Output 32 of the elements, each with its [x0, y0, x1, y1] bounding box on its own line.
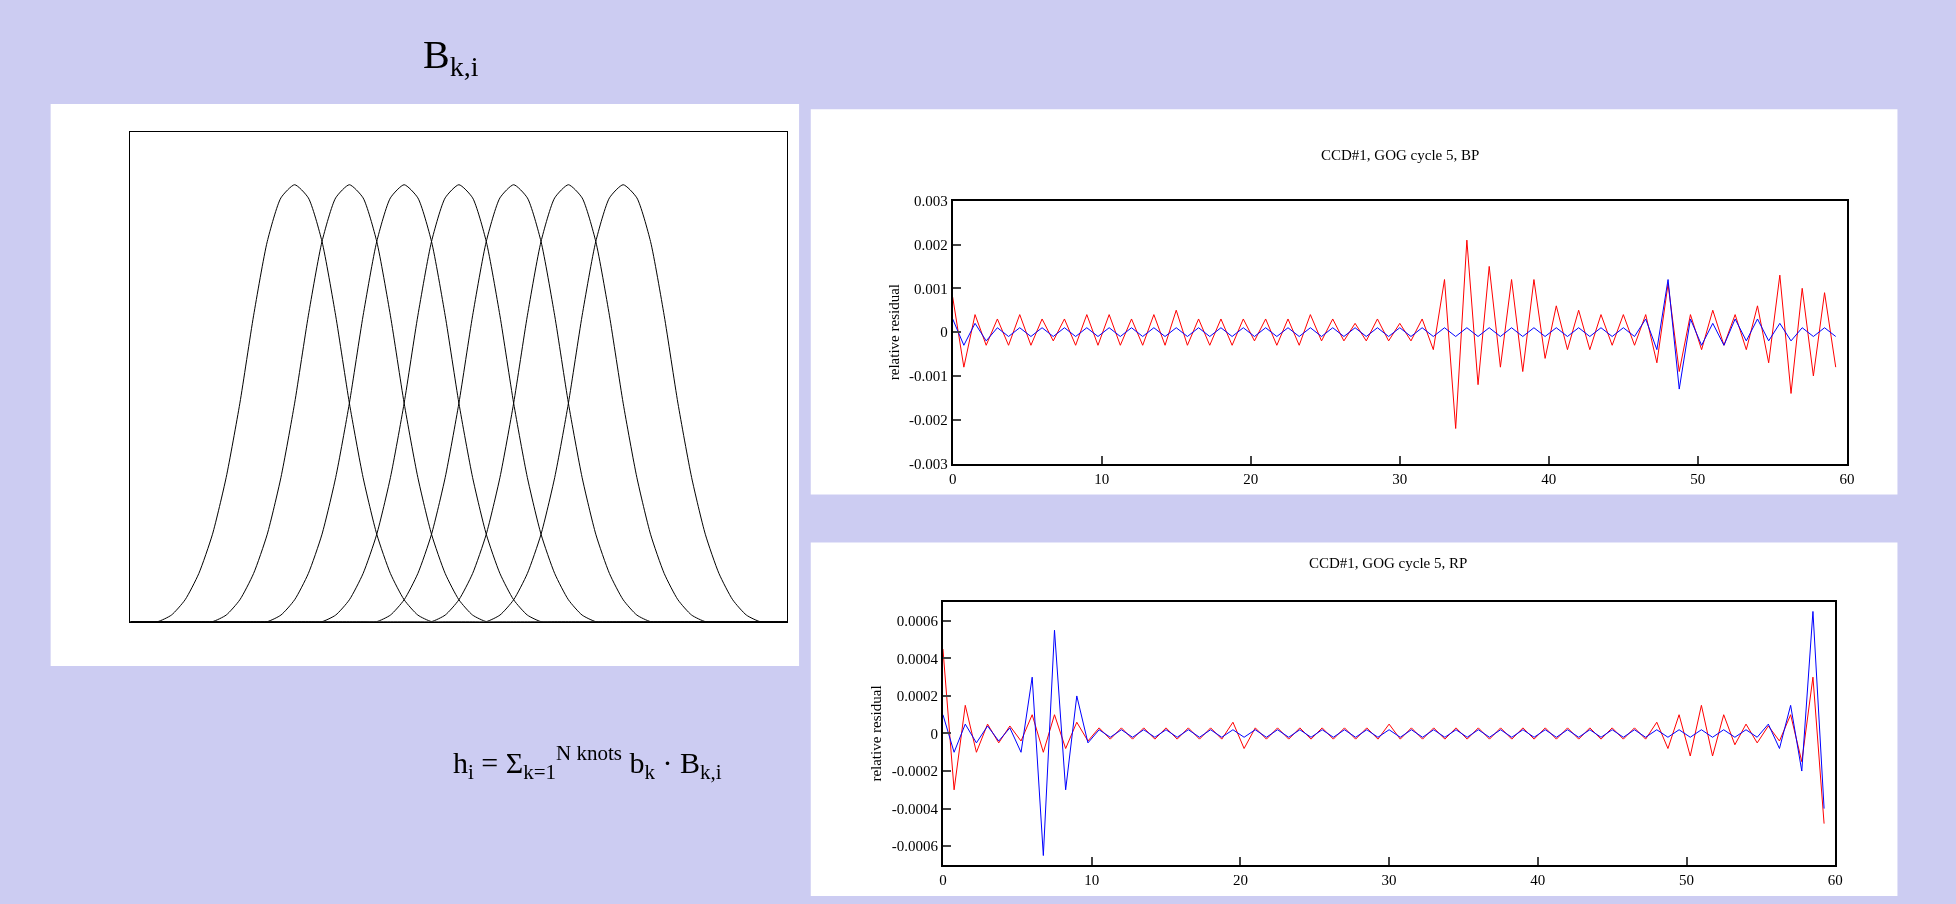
- chart-title: B$_{k,i}$: [423, 32, 479, 83]
- x-tick-label: 50: [1690, 470, 1706, 487]
- y-tick-label: 0.003: [913, 192, 948, 209]
- y-tick-label: 0: [930, 725, 938, 742]
- text: h$_{i}$ = Σ$_{k=1}$$^{N knots}$ b$_{k}$ · B$_{k,i}$: [453, 741, 722, 784]
- x-tick-label: 60: [1827, 871, 1843, 888]
- chart-title: CCD#1, GOG cycle 5, BP: [1321, 147, 1480, 163]
- x-tick-label: 30: [1392, 470, 1408, 487]
- y-tick-label: -0.0004: [891, 800, 939, 817]
- y-tick-label: -0.002: [908, 411, 948, 428]
- x-tick-label: 50: [1679, 871, 1695, 888]
- y-axis-title: relative residual: [868, 685, 885, 782]
- y-tick-label: 0.002: [913, 236, 948, 253]
- y-tick-label: -0.0006: [891, 838, 939, 855]
- x-tick-label: 10: [1094, 470, 1110, 487]
- x-tick-label: 30: [1381, 871, 1397, 888]
- y-tick-label: 0.0002: [896, 688, 938, 705]
- y-tick-label: -0.003: [908, 455, 948, 472]
- y-tick-label: 0.0004: [896, 650, 939, 667]
- x-tick-label: 20: [1232, 871, 1248, 888]
- x-tick-label: 20: [1243, 470, 1259, 487]
- y-tick-label: 0.001: [913, 280, 948, 297]
- y-axis-title: relative residual: [885, 284, 902, 381]
- x-tick-label: 40: [1541, 470, 1557, 487]
- y-tick-label: -0.0002: [891, 763, 938, 780]
- y-tick-label: 0.0006: [896, 613, 939, 630]
- chart-title: CCD#1, GOG cycle 5, RP: [1309, 555, 1468, 571]
- x-tick-label: 10: [1084, 871, 1100, 888]
- y-tick-label: -0.001: [908, 368, 948, 385]
- x-tick-label: 60: [1839, 470, 1855, 487]
- y-tick-label: 0: [940, 324, 948, 341]
- x-tick-label: 40: [1530, 871, 1546, 888]
